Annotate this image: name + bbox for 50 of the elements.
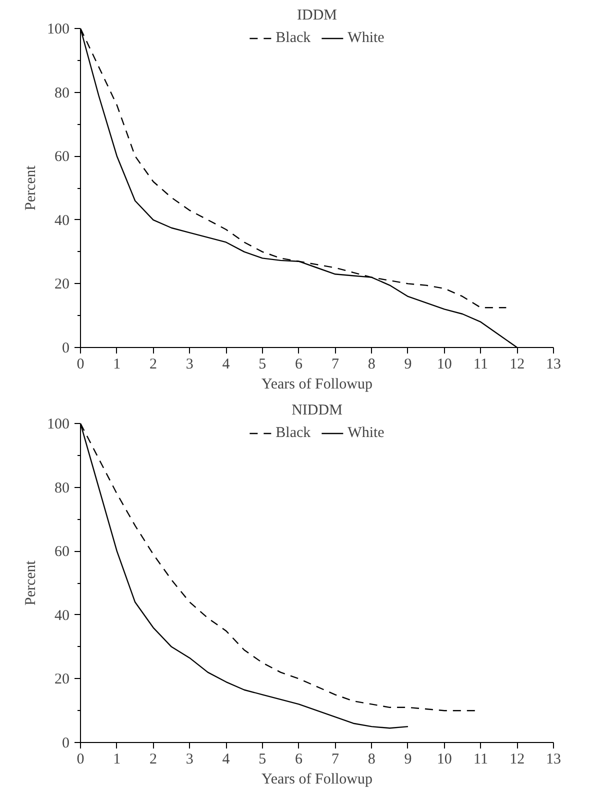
x-tick-label: 4 — [222, 752, 230, 768]
x-tick-label: 9 — [404, 356, 412, 372]
x-tick-label: 9 — [404, 752, 412, 768]
x-axis-title: Years of Followup — [262, 772, 372, 788]
x-tick-label: 11 — [474, 356, 488, 372]
legend-label: Black — [276, 30, 311, 46]
x-tick-label: 3 — [186, 356, 194, 372]
y-tick-label: 80 — [54, 85, 70, 102]
x-tick-label: 12 — [510, 752, 525, 768]
x-tick-label: 0 — [76, 752, 84, 768]
y-tick-label: 40 — [54, 212, 70, 229]
y-tick-label: 100 — [47, 22, 70, 38]
chart-title: IDDM — [297, 8, 337, 24]
y-tick-label: 0 — [62, 736, 70, 752]
x-tick-label: 1 — [113, 356, 121, 372]
legend-label: White — [348, 424, 384, 442]
x-tick-label: 7 — [331, 356, 340, 372]
y-tick-label: 40 — [54, 608, 70, 624]
y-axis-title: Percent — [23, 560, 39, 606]
y-axis-title: Percent — [23, 164, 39, 210]
x-tick-label: 13 — [546, 356, 561, 372]
x-axis-title: Years of Followup — [262, 376, 372, 392]
x-tick-label: 10 — [436, 752, 452, 768]
x-tick-label: 10 — [436, 356, 452, 372]
x-tick-label: 2 — [150, 356, 158, 372]
x-tick-label: 11 — [474, 752, 488, 768]
y-tick-label: 60 — [54, 149, 70, 166]
x-tick-label: 0 — [76, 356, 84, 372]
x-tick-label: 2 — [150, 752, 158, 768]
y-tick-label: 60 — [54, 544, 70, 560]
chart-title: NIDDM — [292, 402, 342, 418]
x-tick-label: 8 — [368, 752, 376, 768]
x-tick-label: 8 — [368, 356, 376, 372]
legend-label: Black — [276, 424, 311, 442]
x-tick-label: 13 — [546, 752, 561, 768]
x-tick-label: 1 — [113, 752, 121, 768]
x-tick-label: 4 — [222, 356, 230, 372]
y-tick-label: 20 — [54, 672, 70, 688]
y-tick-label: 80 — [54, 480, 70, 496]
x-tick-label: 3 — [186, 752, 194, 768]
x-tick-label: 5 — [258, 356, 266, 372]
x-tick-label: 12 — [510, 356, 525, 372]
x-tick-label: 7 — [331, 752, 340, 768]
y-tick-label: 0 — [62, 340, 70, 356]
x-tick-label: 5 — [258, 752, 266, 768]
y-tick-label: 100 — [47, 416, 70, 432]
x-tick-label: 6 — [295, 752, 304, 768]
y-tick-label: 20 — [54, 276, 70, 293]
x-tick-label: 6 — [295, 356, 304, 372]
legend-label: White — [348, 30, 384, 46]
